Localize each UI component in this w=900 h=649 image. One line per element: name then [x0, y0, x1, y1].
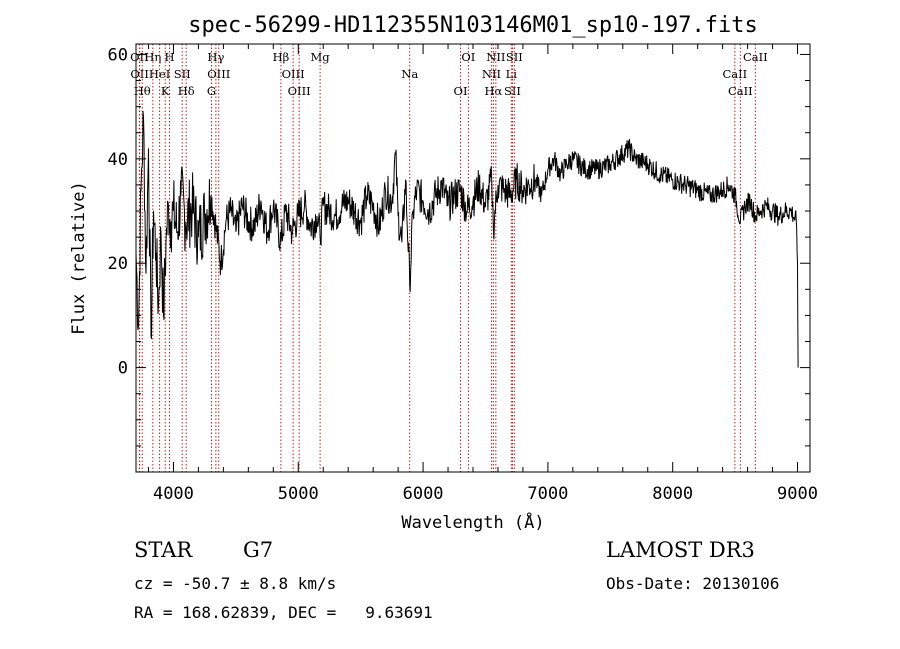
x-tick-label: 7000 [527, 484, 568, 504]
spectral-line-label: H [165, 50, 175, 64]
spectral-lines: OII OII Hθ Hη HeI K H SII Hδ Hγ OIII G Hβ OIII OIII Mg N… [130, 44, 768, 472]
obs-date: Obs-Date: 20130106 [606, 574, 780, 593]
spectral-line-label: Li [506, 67, 518, 81]
coordinates-text: RA = 168.62839, DEC = 9.63691 [134, 603, 433, 622]
redshift-text: cz = -50.7 ± 8.8 km/s [134, 574, 337, 593]
spectral-line-label: G [207, 84, 216, 98]
spectral-line-label: CaII [728, 84, 753, 98]
x-tick-label: 4000 [153, 484, 194, 504]
x-tick-label: 9000 [777, 484, 818, 504]
y-axis-label: Flux (relative) [69, 181, 89, 335]
x-tick-label: 6000 [403, 484, 444, 504]
object-class: STAR [134, 538, 193, 562]
spectral-line-label: NII [486, 50, 505, 64]
spectral-line-label: CaII [722, 67, 747, 81]
spectral-line-label: NII [482, 67, 501, 81]
spectral-line-label: OIII [207, 67, 230, 81]
spectral-line-label: Hη [144, 50, 161, 64]
survey-name: LAMOST DR3 [606, 538, 755, 562]
y-tick-label: 20 [108, 254, 128, 274]
spectral-line-label: Hθ [134, 84, 151, 98]
spectral-line-label: Hα [484, 84, 502, 98]
y-tick-label: 0 [118, 359, 128, 379]
spectral-line-label: CaII [743, 50, 768, 64]
y-tick-label: 40 [108, 150, 128, 170]
axis-ticks: 4000 5000 6000 7000 8000 9000 0 20 40 60 [108, 44, 818, 504]
spectral-line-label: OIII [282, 67, 305, 81]
spectral-line-label: K [161, 84, 170, 98]
spectral-line-label: OIII [288, 84, 311, 98]
plot-frame [135, 43, 811, 473]
spectral-line-label: Hγ [207, 50, 224, 64]
spectral-line-label: SII [506, 50, 523, 64]
flux-line [135, 111, 799, 368]
spectral-line-label: Hβ [273, 50, 290, 64]
y-tick-label: 60 [108, 45, 128, 65]
spectral-line-label: Na [401, 67, 418, 81]
spectral-line-label: SII [174, 67, 191, 81]
spectral-line-label: OII [130, 67, 149, 81]
x-axis-label: Wavelength (Å) [401, 511, 544, 533]
spectral-line-label: Hδ [178, 84, 195, 98]
x-tick-label: 5000 [278, 484, 319, 504]
flux-series [135, 111, 799, 368]
spectral-line-label: OII [130, 50, 149, 64]
spectral-line-label: OI [454, 84, 468, 98]
spectral-line-label: Mg [311, 50, 331, 64]
spectral-line-label: OI [461, 50, 475, 64]
chart-title: spec-56299-HD112355N103146M01_sp10-197.f… [188, 13, 758, 38]
spectral-line-label: HeI [149, 67, 170, 81]
x-tick-label: 8000 [652, 484, 693, 504]
object-subclass: G7 [243, 538, 274, 562]
spectral-line-label: SII [504, 84, 521, 98]
